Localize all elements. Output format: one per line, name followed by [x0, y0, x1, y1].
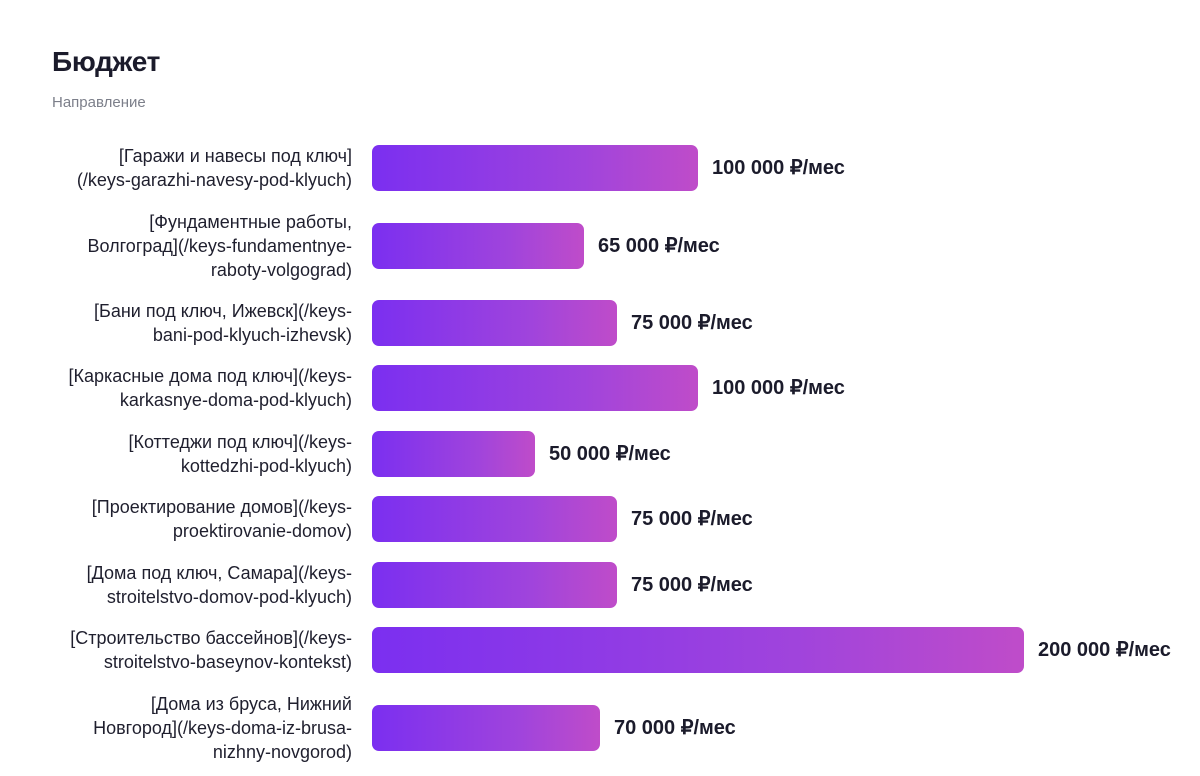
bar	[372, 145, 698, 191]
bar	[372, 223, 584, 269]
bar-value-label: 70 000 ₽/мес	[614, 717, 736, 739]
category-label: [Бани под ключ, Ижевск](/keys-bani-pod-k…	[94, 301, 352, 345]
bar	[372, 705, 600, 751]
category-label: [Каркасные дома под ключ](/keys-karkasny…	[68, 366, 352, 410]
category-label: [Коттеджи под ключ](/keys-kottedzhi-pod-…	[128, 432, 352, 476]
bar	[372, 496, 617, 542]
bar-value-label: 100 000 ₽/мес	[712, 157, 845, 179]
bar-value-label: 65 000 ₽/мес	[598, 235, 720, 257]
bar	[372, 431, 535, 477]
bar-value-label: 50 000 ₽/мес	[549, 443, 671, 465]
bar	[372, 562, 617, 608]
bar	[372, 300, 617, 346]
bar-value-label: 200 000 ₽/мес	[1038, 639, 1171, 661]
chart-title: Бюджет	[52, 46, 161, 77]
category-label: [Строительство бассейнов](/keys-stroitel…	[70, 628, 352, 672]
category-label: [Дома из бруса, Нижний Новгород](/keys-do…	[93, 694, 352, 762]
category-label: [Гаражи и навесы под ключ] (/keys-garazhi…	[76, 146, 352, 190]
bar-value-label: 75 000 ₽/мес	[631, 508, 753, 530]
chart-subtitle: Направление	[52, 94, 146, 111]
bar-value-label: 100 000 ₽/мес	[712, 377, 845, 399]
category-label: [Проектирование домов](/keys-proektirova…	[91, 497, 352, 541]
bar	[372, 627, 1024, 673]
bar-value-label: 75 000 ₽/мес	[631, 312, 753, 334]
bar	[372, 365, 698, 411]
category-label: [Дома под ключ, Самара](/keys-stroitelst…	[86, 563, 352, 607]
category-label: [Фундаментные работы, Волгоград](/keys-fu…	[87, 212, 352, 280]
bar-value-label: 75 000 ₽/мес	[631, 574, 753, 596]
